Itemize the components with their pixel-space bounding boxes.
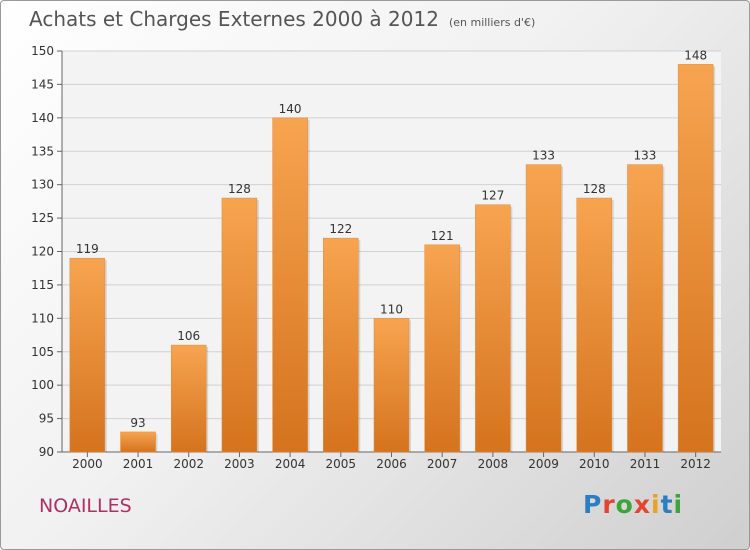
bar-2005 (323, 237, 359, 453)
bar-2004 (272, 117, 308, 453)
bar-2007 (424, 244, 460, 453)
bar-2012 (677, 64, 714, 453)
bar-2006 (373, 318, 410, 453)
x-tick-label-2000: 2000 (72, 457, 103, 471)
data-label-2003: 128 (228, 182, 251, 196)
bar-2003 (221, 197, 258, 453)
y-tick-label: 150 (31, 44, 54, 58)
data-label-2007: 121 (431, 229, 454, 243)
bar-2002 (170, 344, 207, 453)
bar-2001 (120, 431, 156, 453)
proxiti-logo[interactable]: Proxiti (583, 490, 683, 519)
data-label-2002: 106 (177, 329, 200, 343)
x-tick-label-2001: 2001 (123, 457, 154, 471)
data-label-2000: 119 (76, 242, 99, 256)
data-label-2001: 93 (130, 416, 145, 430)
x-tick-label-2006: 2006 (376, 457, 407, 471)
logo-letter: i (651, 490, 661, 519)
x-tick-label-2004: 2004 (275, 457, 306, 471)
y-tick-label: 120 (31, 245, 54, 259)
y-tick-label: 95 (39, 412, 54, 426)
y-tick-label: 145 (31, 77, 54, 91)
bar-2000 (69, 257, 106, 453)
logo-letter: x (633, 490, 651, 519)
y-tick-label: 115 (31, 278, 54, 292)
logo-letter: o (615, 490, 634, 519)
x-tick-label-2005: 2005 (326, 457, 357, 471)
x-tick-label-2002: 2002 (173, 457, 204, 471)
axes: 90 95 100 105 110 115 120 125 130 135 140 145 150 200… (31, 44, 721, 471)
x-tick-label-2010: 2010 (579, 457, 610, 471)
y-tick-label: 140 (31, 111, 54, 125)
data-label-2008: 127 (481, 189, 504, 203)
bar-2011 (627, 164, 663, 453)
chart-subtitle: (en milliers d'€) (448, 16, 536, 29)
location-label: NOAILLES (39, 495, 132, 517)
logo-letter: P (583, 490, 603, 519)
x-tick-label-2007: 2007 (427, 457, 458, 471)
y-tick-label: 130 (31, 178, 54, 192)
logo-letter: t (660, 490, 674, 519)
x-tick-label-2008: 2008 (478, 457, 509, 471)
data-label-2005: 122 (329, 222, 352, 236)
x-tick-label-2012: 2012 (680, 457, 711, 471)
y-tick-label: 105 (31, 345, 54, 359)
data-label-2004: 140 (279, 102, 302, 116)
y-tick-label: 135 (31, 144, 54, 158)
bar-2008 (475, 204, 511, 453)
x-tick-label-2009: 2009 (528, 457, 559, 471)
x-tick-label-2003: 2003 (224, 457, 255, 471)
y-tick-label: 125 (31, 211, 54, 225)
data-label-2009: 133 (532, 149, 555, 163)
bar-2009 (525, 164, 562, 453)
y-tick-label: 100 (31, 378, 54, 392)
y-tick-label: 90 (39, 445, 54, 459)
chart-title-block: Achats et Charges Externes 2000 à 2012 (e… (29, 7, 535, 31)
data-label-2006: 110 (380, 302, 403, 316)
data-label-2011: 133 (634, 149, 657, 163)
bars: 119 93 106 128 140 122 110 121 127 133 128 133 148 (69, 48, 716, 453)
logo-letter: i (673, 490, 684, 519)
data-label-2012: 148 (684, 48, 707, 62)
chart-title: Achats et Charges Externes 2000 à 2012 (29, 7, 439, 31)
logo-letter: r (602, 490, 616, 519)
bar-2010 (576, 197, 613, 453)
data-label-2010: 128 (583, 182, 606, 196)
x-tick-label-2011: 2011 (630, 457, 661, 471)
y-tick-label: 110 (31, 311, 54, 325)
